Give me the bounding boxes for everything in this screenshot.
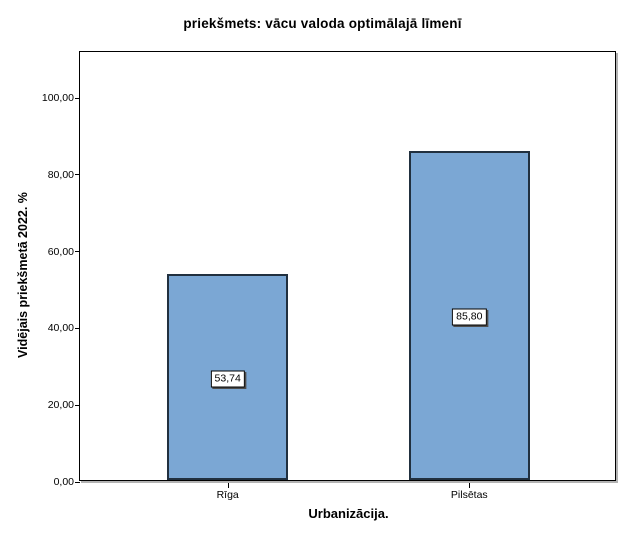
y-axis-label: Vidējais priekšmetā 2022. % [16,192,30,358]
x-axis-label: Urbanizācija. [308,506,389,521]
x-tick-mark [469,483,471,488]
y-tick-mark [75,481,80,483]
y-tick-label: 100,00 [41,92,74,105]
y-tick-label: 20,00 [47,399,74,412]
y-tick-mark [75,404,80,406]
chart-title: priekšmets: vācu valoda optimālajā līmen… [183,16,462,31]
x-category-label: Pilsētas [450,489,488,501]
y-tick-mark [75,174,80,176]
bar-value-label: 85,80 [452,308,487,326]
y-tick-mark [75,327,80,329]
y-tick-label: 40,00 [47,322,74,335]
bar-value-label: 53,74 [210,370,245,388]
y-tick-label: 60,00 [47,245,74,258]
x-category-label: Rīga [216,489,239,501]
y-tick-mark [75,97,80,99]
y-tick-label: 0,00 [53,476,74,488]
x-tick-mark [227,483,229,488]
y-tick-label: 80,00 [47,168,74,181]
plot-area: 53,74 85,80 [79,51,616,481]
y-tick-mark [75,251,80,253]
